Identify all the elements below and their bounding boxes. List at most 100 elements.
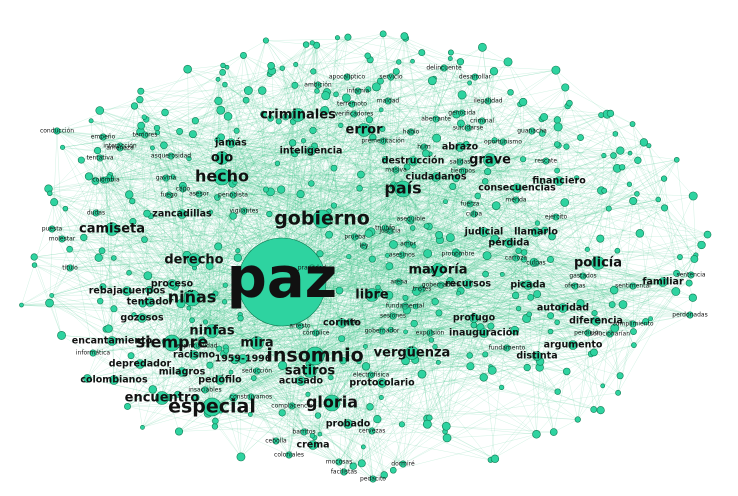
graph-edge (367, 89, 406, 307)
graph-edge (170, 33, 384, 157)
graph-edge (139, 150, 621, 365)
node-label: depredador (109, 359, 172, 370)
graph-edge (105, 179, 113, 342)
graph-edge (371, 294, 471, 367)
node-label: prueba (344, 234, 366, 241)
graph-edge (165, 155, 172, 179)
graph-edge (309, 128, 383, 372)
graph-node (612, 131, 619, 137)
graph-edge (363, 89, 369, 131)
graph-edge (181, 180, 560, 373)
graph-node (364, 229, 373, 238)
graph-edge (113, 308, 213, 408)
graph-node (457, 90, 467, 100)
graph-edge (61, 201, 446, 240)
graph-edge (193, 259, 213, 332)
graph-node (125, 190, 134, 199)
node-label: tiempos (451, 168, 475, 175)
graph-edge (250, 396, 340, 463)
graph-edge (411, 92, 511, 354)
graph-edge (171, 200, 634, 344)
graph-edge (367, 55, 425, 148)
graph-node (137, 121, 146, 130)
graph-edge (134, 105, 442, 286)
graph-node (317, 431, 323, 437)
graph-edge (321, 218, 390, 267)
graph-node (553, 141, 561, 148)
graph-edge (253, 377, 283, 414)
graph-edge (263, 113, 386, 229)
graph-edge (314, 113, 355, 147)
graph-edge (119, 147, 223, 178)
graph-node (62, 205, 69, 212)
graph-edge (663, 178, 677, 274)
graph-node (655, 196, 662, 203)
graph-node (418, 49, 426, 57)
graph-edge (319, 253, 508, 349)
graph-edge (321, 218, 364, 447)
node-label: financiero (532, 176, 586, 187)
graph-edge (174, 218, 323, 287)
graph-edge (363, 129, 523, 284)
graph-edge (321, 141, 504, 220)
node-label: periodista (218, 192, 248, 199)
node-label: fuego (160, 192, 177, 199)
graph-edge (312, 275, 584, 446)
graph-edge (90, 120, 121, 149)
graph-edge (110, 174, 340, 463)
graph-edge (211, 325, 301, 408)
graph-node (677, 254, 683, 260)
graph-edge (97, 150, 340, 463)
graph-node (214, 96, 223, 105)
graph-node (222, 81, 228, 88)
graph-edge (214, 405, 293, 427)
node-label: fundamental (386, 303, 425, 310)
graph-edge (331, 130, 373, 404)
graph-edge (195, 120, 301, 195)
graph-edge (421, 101, 524, 290)
graph-edge (363, 129, 437, 139)
graph-edge (437, 269, 595, 314)
graph-edge (253, 294, 373, 379)
graph-edge (170, 155, 220, 349)
graph-edge (281, 274, 692, 283)
graph-edge (171, 157, 223, 344)
graph-edge (309, 82, 470, 372)
node-label: título (62, 265, 78, 272)
graph-edge (311, 140, 495, 269)
graph-edge (233, 397, 283, 414)
graph-edge (142, 303, 258, 344)
node-label: rebajacuerpos (89, 286, 166, 297)
node-label: perdonadas (672, 312, 707, 319)
graph-node (631, 342, 637, 348)
graph-edge (317, 45, 414, 246)
graph-edge (412, 160, 659, 200)
graph-edge (204, 353, 592, 391)
graph-edge (389, 38, 406, 232)
node-label: error (346, 123, 384, 138)
graph-edge (522, 101, 529, 286)
graph-edge (193, 129, 365, 261)
graph-node (634, 191, 640, 197)
node-label: suicidarse (453, 125, 484, 132)
graph-node (77, 156, 85, 164)
graph-edge (515, 199, 665, 209)
graph-edge (105, 179, 173, 285)
graph-edge (99, 157, 442, 286)
graph-edge (65, 208, 412, 220)
graph-edge (95, 185, 183, 214)
graph-edge (139, 65, 272, 365)
graph-edge (467, 105, 568, 129)
graph-edge (51, 160, 414, 296)
graph-edge (412, 227, 423, 290)
graph-node (577, 134, 584, 141)
graph-edge (316, 360, 403, 425)
graph-edge (312, 431, 446, 437)
graph-edge (508, 195, 694, 244)
graph-node (549, 428, 558, 436)
graph-edge (401, 131, 412, 425)
graph-edge (474, 76, 486, 182)
graph-edge (434, 231, 485, 302)
graph-edge (171, 342, 364, 448)
graph-edge (141, 314, 530, 319)
